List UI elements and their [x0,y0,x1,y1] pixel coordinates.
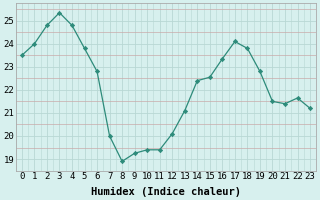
X-axis label: Humidex (Indice chaleur): Humidex (Indice chaleur) [91,186,241,197]
